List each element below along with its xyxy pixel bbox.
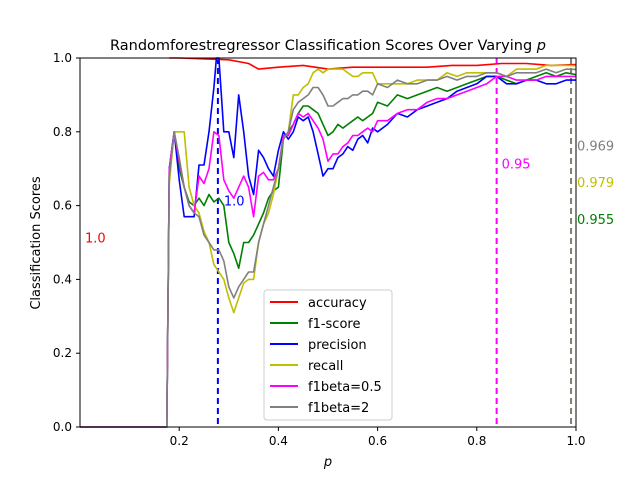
annotation-2: 0.95 — [502, 158, 531, 173]
y-tick-label: 0.4 — [53, 272, 72, 286]
annotation-0: 1.0 — [85, 232, 106, 247]
chart-title: Randomforestregressor Classification Sco… — [110, 38, 546, 54]
y-tick-label: 0.2 — [53, 346, 72, 360]
legend-label-f1beta=0.5: f1beta=0.5 — [308, 380, 382, 395]
legend-label-recall: recall — [308, 359, 343, 374]
annotation-4: 0.979 — [577, 176, 614, 191]
axes-frame — [79, 57, 577, 428]
x-tick-label: 0.8 — [467, 434, 486, 448]
x-tick-label: 1.0 — [566, 434, 585, 448]
chart-title-text: Randomforestregressor Classification Sco… — [110, 38, 537, 54]
annotation-1: 1.0 — [224, 195, 245, 210]
x-tick-label: 0.6 — [368, 434, 387, 448]
annotation-5: 0.955 — [577, 213, 614, 228]
x-axis-label: p — [323, 455, 332, 470]
annotation-3: 0.969 — [577, 139, 614, 154]
y-tick-label: 0.8 — [53, 125, 72, 139]
legend: accuracy f1-score precision recall f1beta=0.… — [263, 289, 393, 421]
y-tick-label: 0.6 — [53, 199, 72, 213]
chart-title-variable: p — [536, 38, 546, 54]
x-tick-label: 0.2 — [170, 434, 189, 448]
series-line-f1beta=0.5 — [80, 75, 576, 428]
y-axis-label: Classification Scores — [29, 176, 44, 310]
series-line-f1-score — [80, 72, 577, 428]
series-line-f1beta=2 — [80, 68, 577, 428]
series-line-accuracy — [169, 57, 577, 70]
y-tick-label: 0.0 — [53, 420, 72, 434]
legend-label-precision: precision — [308, 338, 367, 353]
series-line-precision — [80, 57, 576, 428]
axes: 0.2 0.4 0.6 0.8 1.0 0.0 0.2 0.4 0.6 0.8 1.0 — [53, 51, 586, 448]
legend-label-f1beta=2: f1beta=2 — [308, 401, 369, 416]
plot-area: 1.0 1.0 0.95 0.969 0.979 0.955 — [80, 57, 614, 428]
series-line-recall — [80, 64, 577, 428]
y-tick-label: 1.0 — [53, 51, 72, 65]
legend-label-accuracy: accuracy — [308, 296, 367, 311]
x-tick-label: 0.4 — [269, 434, 288, 448]
legend-label-f1-score: f1-score — [308, 317, 360, 332]
